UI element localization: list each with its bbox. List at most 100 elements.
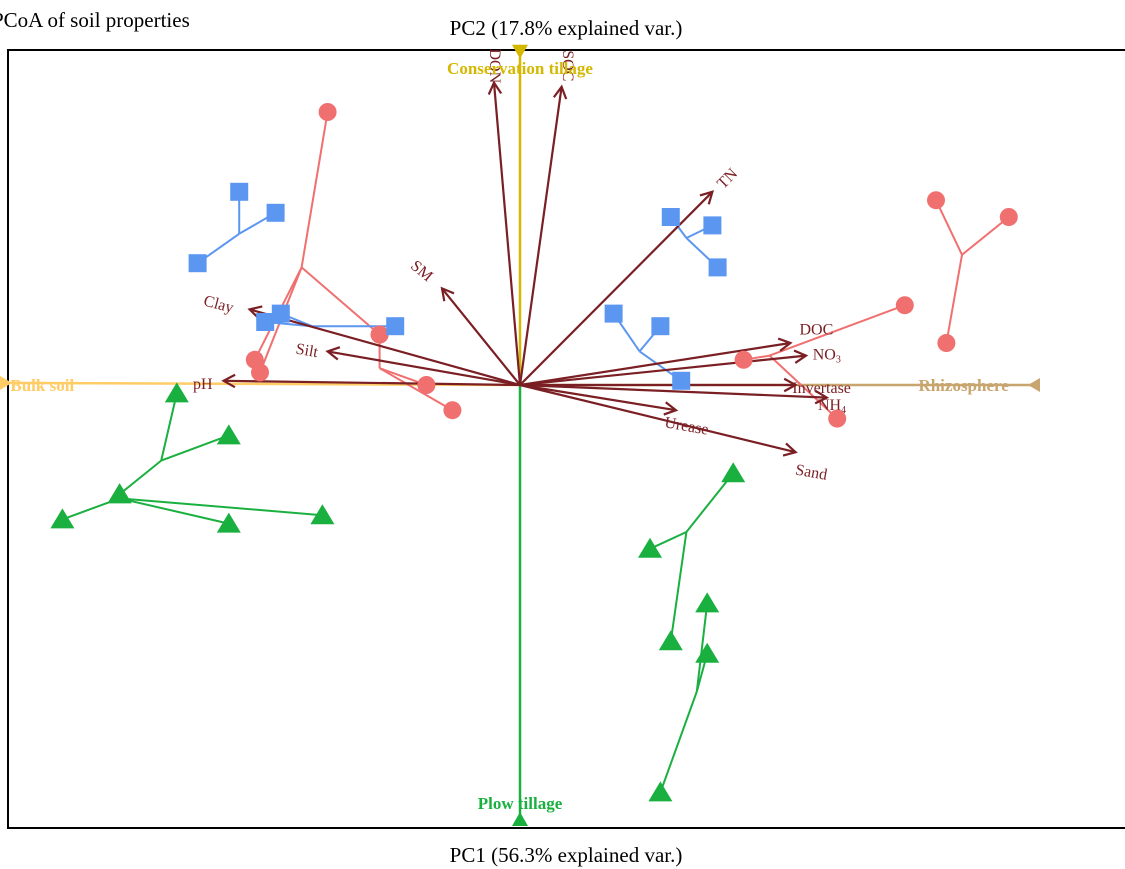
arrowhead-ph [221, 373, 236, 389]
arrowhead-invertase [783, 377, 798, 393]
variable-label-silt: Silt [295, 340, 320, 361]
point-square-3-1 [271, 304, 290, 323]
arrow-silt [327, 350, 521, 387]
arrow-doc [519, 341, 791, 387]
environment-arrowhead-2 [512, 44, 528, 59]
group-10-spoke-2 [669, 531, 688, 642]
variable-label-doc: DOC [800, 321, 834, 338]
group-11-spoke-0 [695, 603, 709, 692]
point-circle-1-2 [443, 401, 462, 420]
point-triangle-11-2 [648, 781, 673, 802]
point-square-4-0 [661, 208, 680, 226]
point-triangle-8-1 [216, 424, 241, 445]
point-triangle-11-0 [695, 592, 720, 613]
point-square-5-1 [651, 317, 670, 336]
arrow-urease [519, 383, 677, 412]
point-square-4-2 [708, 258, 727, 277]
arrow-soc [518, 86, 563, 386]
point-circle-7-1 [734, 350, 753, 369]
arrow-sm [441, 287, 521, 386]
group-8-spoke-0 [160, 393, 178, 461]
variable-label-sand: Sand [794, 461, 828, 483]
point-square-2-0 [230, 182, 249, 201]
group-7-spoke-2 [768, 354, 838, 420]
variable-label-don: DON [486, 48, 503, 83]
arrowhead-nh [814, 389, 830, 405]
arrowhead-clay [247, 305, 263, 320]
point-triangle-9-1 [50, 508, 75, 529]
arrow-tn [519, 191, 714, 386]
arrowhead-urease [663, 401, 679, 416]
point-square-5-0 [604, 304, 623, 323]
variable-arrows: DONSOCTNSMClaySiltpHDOCNO3InvertaseNH4Ur… [193, 48, 851, 483]
point-triangle-9-0 [107, 483, 132, 504]
group-10-spoke-1 [649, 531, 687, 550]
arrow-ph [223, 379, 521, 387]
group-6-spoke-0 [935, 199, 963, 256]
group-6-spoke-1 [961, 216, 1010, 256]
group-8-spoke-2 [118, 459, 162, 495]
variable-label-ph: pH [193, 376, 213, 393]
group-spiders [62, 111, 1010, 793]
variable-label-invertase: Invertase [792, 380, 851, 397]
point-square-3-0 [256, 313, 275, 331]
group-0-spoke-0 [300, 111, 329, 268]
arrow-don [492, 82, 522, 386]
point-circle-6-1 [999, 208, 1018, 226]
point-circle-1-1 [417, 376, 436, 394]
point-circle-7-2 [828, 409, 847, 428]
environment-label-1: Rhizosphere [918, 376, 1009, 395]
arrowhead-doc [777, 337, 793, 352]
point-triangle-11-1 [695, 642, 720, 663]
point-triangle-8-0 [164, 382, 189, 403]
variable-label-nh: NH4 [818, 397, 846, 417]
environment-arrowhead-0 [0, 375, 12, 390]
arrow-clay [249, 308, 521, 387]
point-circle-1-0 [370, 325, 389, 344]
arrowhead-soc [552, 84, 568, 100]
y-axis-label: PC2 (17.8% explained var.) [450, 16, 683, 40]
point-triangle-10-2 [658, 630, 683, 651]
environment-arrowhead-3 [512, 812, 528, 826]
arrowhead-silt [325, 346, 341, 361]
group-9-spoke-2 [119, 497, 230, 525]
point-circle-7-0 [895, 296, 914, 315]
group-8-spoke-1 [160, 434, 230, 462]
arrowhead-sand [782, 442, 798, 457]
arrow-sand [519, 383, 796, 454]
arrowhead-tn [699, 190, 715, 205]
variable-label-sm: SM [407, 257, 436, 285]
point-triangle-9-3 [310, 504, 335, 525]
point-square-2-2 [188, 254, 207, 273]
sample-points [50, 103, 1018, 802]
variable-label-clay: Clay [202, 292, 236, 316]
environment-axes [0, 44, 1040, 826]
point-triangle-10-1 [638, 537, 662, 558]
group-6-spoke-2 [945, 254, 963, 344]
group-9-spoke-3 [119, 497, 323, 517]
group-7-spoke-0 [769, 304, 906, 357]
environment-arrowhead-1 [1028, 378, 1040, 392]
group-0-spoke-3 [300, 266, 381, 336]
variable-label-soc: SOC [559, 50, 576, 81]
environment-labels: Bulk soil Rhizosphere Conservation tillage… [10, 59, 1009, 813]
point-square-2-1 [266, 203, 285, 222]
point-triangle-10-0 [721, 462, 746, 483]
point-triangle-9-2 [216, 512, 241, 533]
environment-label-2: Conservation tillage [447, 59, 593, 78]
variable-label-no: NO3 [813, 346, 841, 366]
point-circle-0-2 [251, 363, 269, 382]
group-10-spoke-0 [685, 472, 734, 533]
point-circle-6-2 [937, 334, 956, 352]
point-square-3-2 [386, 317, 405, 336]
arrowhead-don [487, 80, 503, 95]
arrow-nh [519, 383, 827, 399]
chart-title: PCoA of soil properties [0, 8, 190, 32]
group-1-spoke-2 [379, 367, 453, 412]
environment-label-3: Plow tillage [478, 794, 563, 813]
point-square-5-2 [672, 371, 691, 390]
point-circle-0-0 [318, 103, 337, 121]
point-circle-6-0 [927, 191, 945, 210]
variable-label-tn: TN [714, 165, 741, 192]
